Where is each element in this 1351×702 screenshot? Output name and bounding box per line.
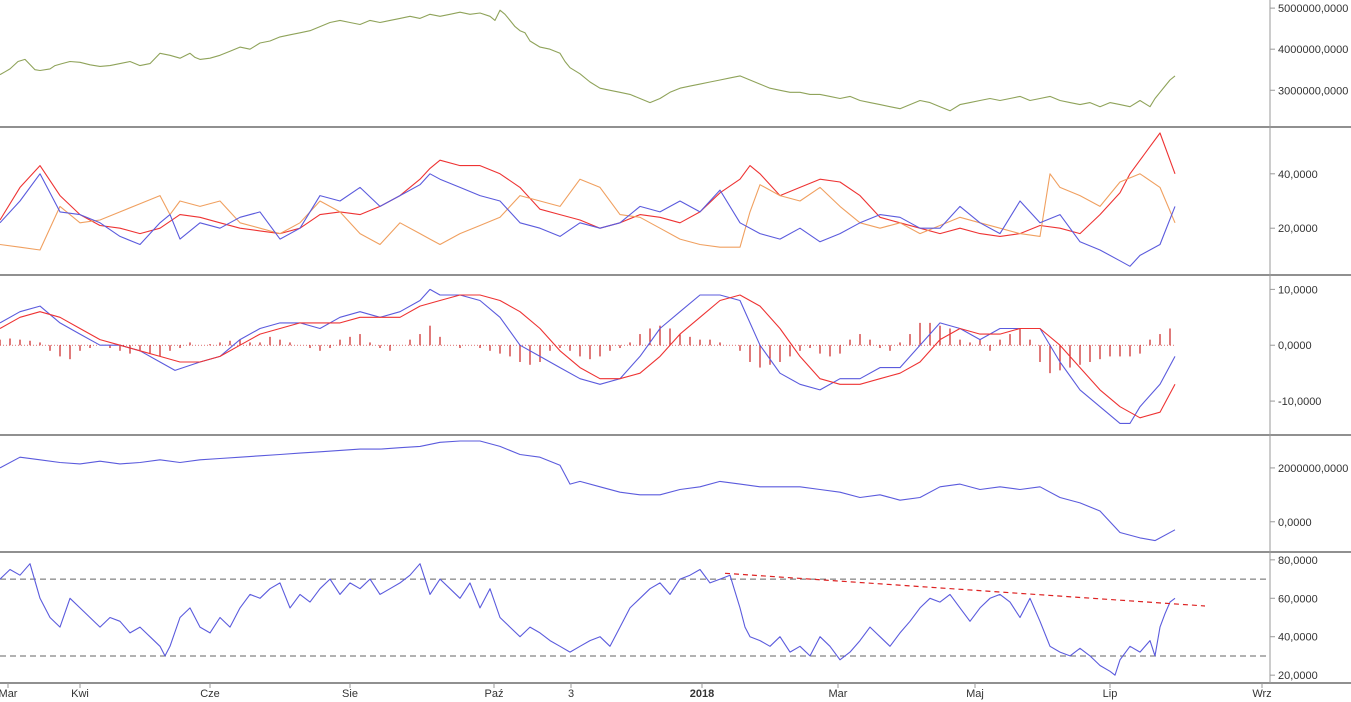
panel-directional: 20,0000 40,0000 xyxy=(0,127,1351,276)
y-tick-label: 4000000,0000 xyxy=(1278,44,1348,56)
x-tick-label: Sie xyxy=(342,688,358,700)
y-tick-label: 40,0000 xyxy=(1278,169,1318,181)
series-line xyxy=(0,563,1176,676)
y-tick-label: 20,0000 xyxy=(1278,670,1318,682)
series-line xyxy=(0,9,1176,112)
y-tick-label: -10,0000 xyxy=(1278,396,1321,408)
chart-panels: 3000000,0000 4000000,0000 5000000,0000 20,0… xyxy=(0,0,1351,684)
y-tick-label: 60,0000 xyxy=(1278,593,1318,605)
panel-macd: 10,0000 0,0000 -10,0000 xyxy=(0,275,1351,436)
series-line xyxy=(0,294,1176,419)
y-tick-label: 3000000,0000 xyxy=(1278,85,1348,97)
y-tick-label: 40,0000 xyxy=(1278,632,1318,644)
y-tick-label: 80,0000 xyxy=(1278,555,1318,567)
panel-price: 3000000,0000 4000000,0000 5000000,0000 xyxy=(0,0,1351,128)
trendline xyxy=(724,572,1206,607)
x-tick-label: Lip xyxy=(1103,688,1118,700)
y-tick-label: 20,0000 xyxy=(1278,223,1318,235)
x-axis: Mar Kwi Cze Sie Paź 3 2018 Mar Maj Lip Wrz xyxy=(0,683,1272,700)
series-line xyxy=(0,440,1176,542)
y-tick-label: 5000000,0000 xyxy=(1278,3,1348,15)
x-tick-label: Wrz xyxy=(1252,688,1271,700)
y-tick-label: 2000000,0000 xyxy=(1278,463,1348,475)
x-tick-label: Mar xyxy=(0,688,18,700)
x-tick-label: 2018 xyxy=(690,688,714,700)
x-tick-label: Mar xyxy=(829,688,848,700)
y-tick-label: 0,0000 xyxy=(1278,340,1312,352)
series-line xyxy=(0,173,1176,267)
panel-obv: 0,0000 2000000,0000 xyxy=(0,435,1351,553)
y-tick-label: 10,0000 xyxy=(1278,284,1318,296)
y-tick-label: 0,0000 xyxy=(1278,517,1312,529)
panel-rsi: 20,0000 40,0000 60,0000 80,0000 xyxy=(0,552,1351,684)
x-tick-label: Paź xyxy=(485,688,504,700)
x-tick-label: 3 xyxy=(568,688,574,700)
x-tick-label: Maj xyxy=(966,688,984,700)
series-line xyxy=(0,173,1176,251)
x-tick-label: Kwi xyxy=(71,688,89,700)
x-tick-label: Cze xyxy=(200,688,220,700)
